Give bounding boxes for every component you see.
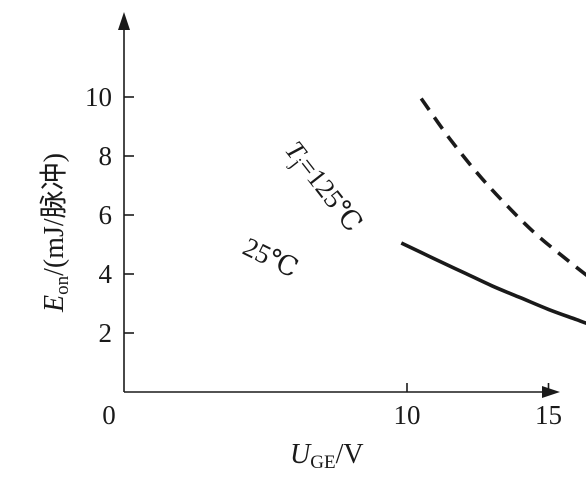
curve-label-25c: 25℃ <box>238 231 303 283</box>
y-ticks: 2 4 6 8 10 <box>85 82 134 348</box>
y-tick-label: 10 <box>85 82 112 112</box>
x-axis-title: UGE/V <box>290 439 364 473</box>
curve-25c <box>400 241 586 326</box>
y-axis-title-subscript: on <box>52 275 73 295</box>
y-tick-label: 8 <box>99 141 113 171</box>
x-axis-title-subscript: GE <box>310 452 335 473</box>
x-axis-title-symbol: U <box>290 439 312 470</box>
x-tick-label: 15 <box>535 400 562 430</box>
y-tick-label: 4 <box>99 259 113 289</box>
x-axis-title-unit: /V <box>336 439 364 470</box>
y-axis-title-symbol: E <box>39 295 70 313</box>
y-axis-title: Eon/(mJ/脉冲) <box>38 153 73 313</box>
y-tick-label: 6 <box>99 200 113 230</box>
x-axis-arrow <box>542 386 560 398</box>
x-tick-label: 10 <box>394 400 421 430</box>
x-ticks: 0101520 <box>102 383 562 430</box>
curve-label-125c: Tj=125℃ <box>276 135 368 240</box>
y-tick-label: 2 <box>99 318 113 348</box>
x-tick-label: 0 <box>102 400 116 430</box>
curve-125c <box>419 97 586 277</box>
axes <box>118 12 560 398</box>
curves <box>400 97 586 326</box>
curve-label-125c-text: =125℃ <box>292 151 369 237</box>
y-axis-arrow <box>118 12 130 30</box>
y-axis-title-unit: /(mJ/脉冲) <box>38 153 70 276</box>
